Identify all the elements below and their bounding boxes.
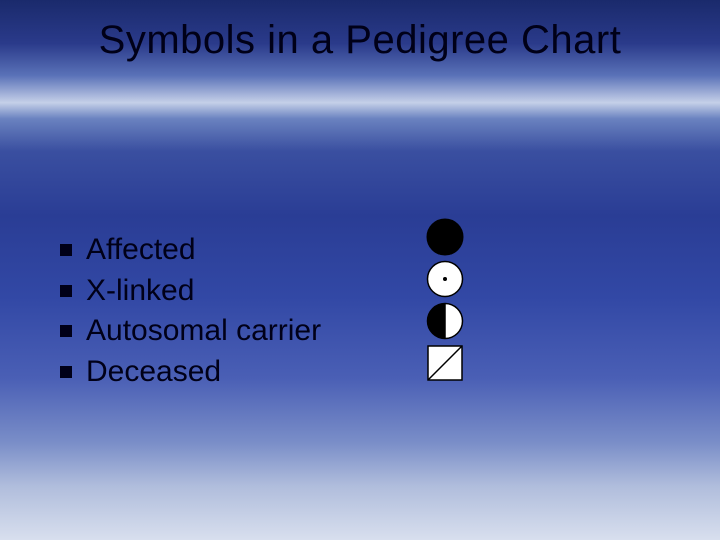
autosomal-carrier-icon: [426, 302, 464, 340]
list-item: X-linked: [60, 271, 321, 312]
symbol-column: [415, 218, 475, 382]
list-item: Affected: [60, 230, 321, 271]
list-item: Deceased: [60, 352, 321, 393]
list-item-label: X-linked: [86, 274, 194, 307]
list-item-label: Deceased: [86, 355, 221, 388]
affected-icon: [426, 218, 464, 256]
deceased-icon: [426, 344, 464, 382]
list-item-label: Affected: [86, 233, 196, 266]
list-item-label: Autosomal carrier: [86, 314, 321, 347]
xlinked-icon: [426, 260, 464, 298]
bullet-list: Affected X-linked Autosomal carrier Dece…: [60, 230, 321, 392]
page-title: Symbols in a Pedigree Chart: [0, 18, 720, 63]
list-item: Autosomal carrier: [60, 311, 321, 352]
